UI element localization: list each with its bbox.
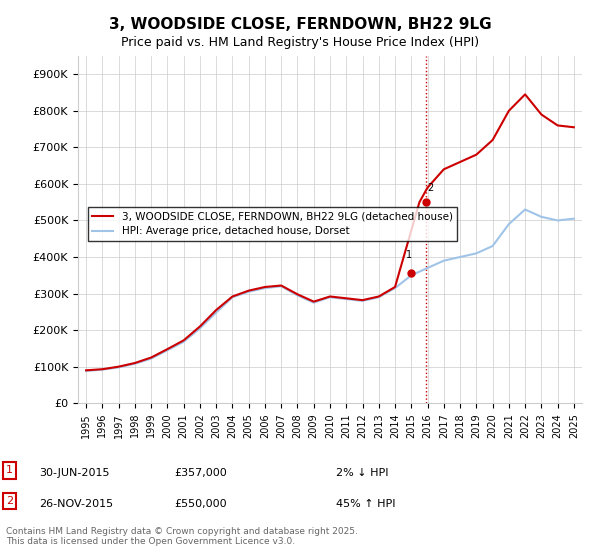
Text: 1: 1 bbox=[406, 250, 413, 260]
Text: Price paid vs. HM Land Registry's House Price Index (HPI): Price paid vs. HM Land Registry's House … bbox=[121, 36, 479, 49]
Legend: 3, WOODSIDE CLOSE, FERNDOWN, BH22 9LG (detached house), HPI: Average price, deta: 3, WOODSIDE CLOSE, FERNDOWN, BH22 9LG (d… bbox=[88, 207, 457, 241]
Text: 26-NOV-2015: 26-NOV-2015 bbox=[39, 499, 113, 509]
Text: Contains HM Land Registry data © Crown copyright and database right 2025.
This d: Contains HM Land Registry data © Crown c… bbox=[6, 526, 358, 546]
Text: 2: 2 bbox=[428, 183, 434, 193]
Text: 2: 2 bbox=[6, 496, 13, 506]
Text: 2% ↓ HPI: 2% ↓ HPI bbox=[336, 468, 389, 478]
Text: 30-JUN-2015: 30-JUN-2015 bbox=[39, 468, 110, 478]
Text: 1: 1 bbox=[6, 465, 13, 475]
Text: 3, WOODSIDE CLOSE, FERNDOWN, BH22 9LG: 3, WOODSIDE CLOSE, FERNDOWN, BH22 9LG bbox=[109, 17, 491, 32]
Text: £550,000: £550,000 bbox=[174, 499, 227, 509]
Text: £357,000: £357,000 bbox=[174, 468, 227, 478]
Text: 45% ↑ HPI: 45% ↑ HPI bbox=[336, 499, 395, 509]
